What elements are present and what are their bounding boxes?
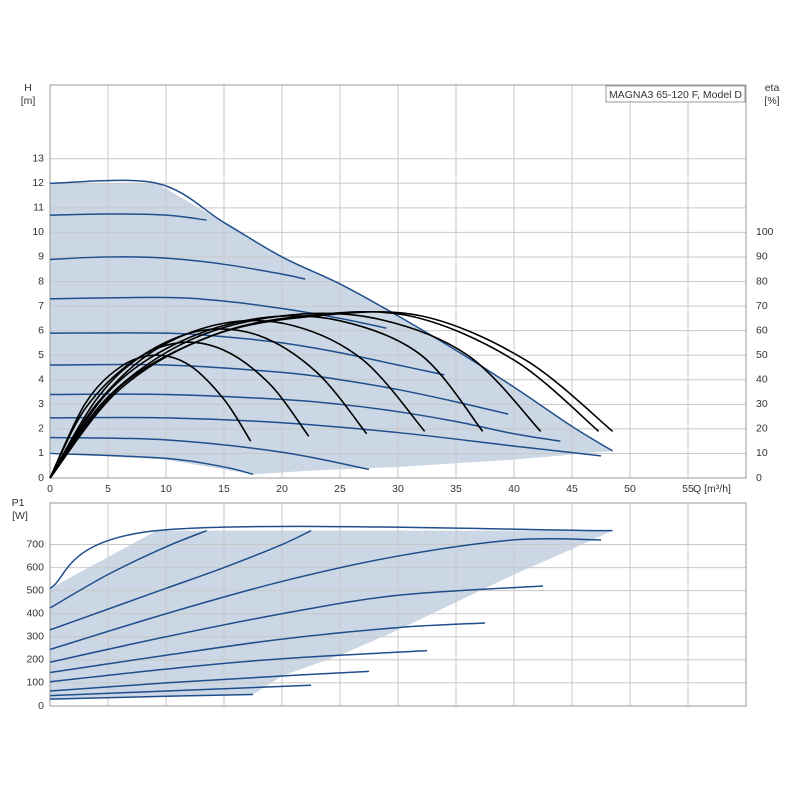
y-tick-label: 100 [26, 677, 44, 689]
efficiency-curve [49, 310, 614, 479]
y2-tick-label: 20 [756, 423, 768, 435]
performance-curve [49, 525, 613, 590]
performance-curve [49, 179, 613, 452]
y-tick-label: 0 [38, 700, 44, 712]
y2-tick-label: 80 [756, 275, 768, 287]
y-tick-label: 7 [38, 300, 44, 312]
y-tick-label: 700 [26, 538, 44, 550]
x-tick-label: 15 [218, 483, 230, 495]
y-tick-label: 13 [32, 152, 44, 164]
y-tick-label: 12 [32, 177, 44, 189]
x-tick-label: 50 [624, 483, 636, 495]
y-tick-label: 9 [38, 251, 44, 263]
performance-curve [49, 529, 207, 609]
efficiency-curve [49, 312, 542, 479]
performance-curve [49, 416, 602, 457]
x-tick-label: 35 [450, 483, 462, 495]
y-unit: [W] [12, 510, 28, 522]
y-label: H [24, 82, 32, 94]
performance-curve [49, 585, 544, 663]
efficiency-curve [49, 319, 426, 479]
x-label: Q [m³/h] [693, 483, 731, 495]
performance-curve [49, 693, 254, 700]
x-tick-label: 20 [276, 483, 288, 495]
performance-curve [49, 622, 486, 674]
y2-unit: [%] [764, 95, 779, 107]
y2-tick-label: 100 [756, 226, 774, 238]
performance-curve [49, 393, 561, 442]
chart-title: MAGNA3 65-120 F, Model D [609, 89, 742, 101]
performance-curve [49, 363, 509, 415]
x-tick-label: 45 [566, 483, 578, 495]
y-tick-label: 200 [26, 654, 44, 666]
y-tick-label: 6 [38, 324, 44, 336]
y-tick-label: 500 [26, 584, 44, 596]
y2-tick-label: 90 [756, 251, 768, 263]
operating-region [50, 183, 613, 475]
x-tick-label: 0 [47, 483, 53, 495]
efficiency-curve [49, 315, 484, 479]
x-tick-label: 40 [508, 483, 520, 495]
y-tick-label: 3 [38, 398, 44, 410]
performance-curve [49, 332, 445, 376]
performance-curve [49, 684, 312, 697]
y-tick-label: 10 [32, 226, 44, 238]
y-tick-label: 0 [38, 472, 44, 484]
plot-frame [49, 84, 747, 479]
y2-tick-label: 60 [756, 324, 768, 336]
y-tick-label: 600 [26, 561, 44, 573]
y-tick-label: 1 [38, 447, 44, 459]
y-tick-label: 4 [38, 374, 44, 386]
performance-curve [49, 213, 207, 221]
legend-box [605, 85, 746, 103]
y-tick-label: 8 [38, 275, 44, 287]
performance-curve [49, 537, 602, 651]
y2-tick-label: 50 [756, 349, 768, 361]
y2-tick-label: 10 [756, 447, 768, 459]
efficiency-curve [49, 328, 368, 479]
performance-curve [49, 530, 312, 631]
y2-tick-label: 0 [756, 472, 762, 484]
x-tick-label: 55 [682, 483, 694, 495]
performance-curve [49, 436, 370, 471]
y-tick-label: 300 [26, 631, 44, 643]
y-label: P1 [12, 497, 25, 509]
y2-tick-label: 40 [756, 374, 768, 386]
y-unit: [m] [21, 95, 36, 107]
x-tick-label: 25 [334, 483, 346, 495]
performance-curve [49, 649, 428, 683]
y2-tick-label: 30 [756, 398, 768, 410]
performance-curve [49, 670, 370, 692]
y-tick-label: 11 [33, 202, 44, 214]
performance-curve [49, 452, 254, 476]
plot-frame [49, 502, 747, 707]
operating-region [50, 530, 613, 700]
y2-label: eta [765, 82, 780, 94]
x-tick-label: 30 [392, 483, 404, 495]
efficiency-curve [49, 310, 600, 479]
x-tick-label: 5 [105, 483, 111, 495]
y-tick-label: 400 [26, 608, 44, 620]
x-tick-label: 10 [160, 483, 172, 495]
performance-curve [49, 256, 306, 280]
y2-tick-label: 70 [756, 300, 768, 312]
performance-curve [49, 296, 387, 329]
y-tick-label: 2 [38, 423, 44, 435]
y-tick-label: 5 [38, 349, 44, 361]
